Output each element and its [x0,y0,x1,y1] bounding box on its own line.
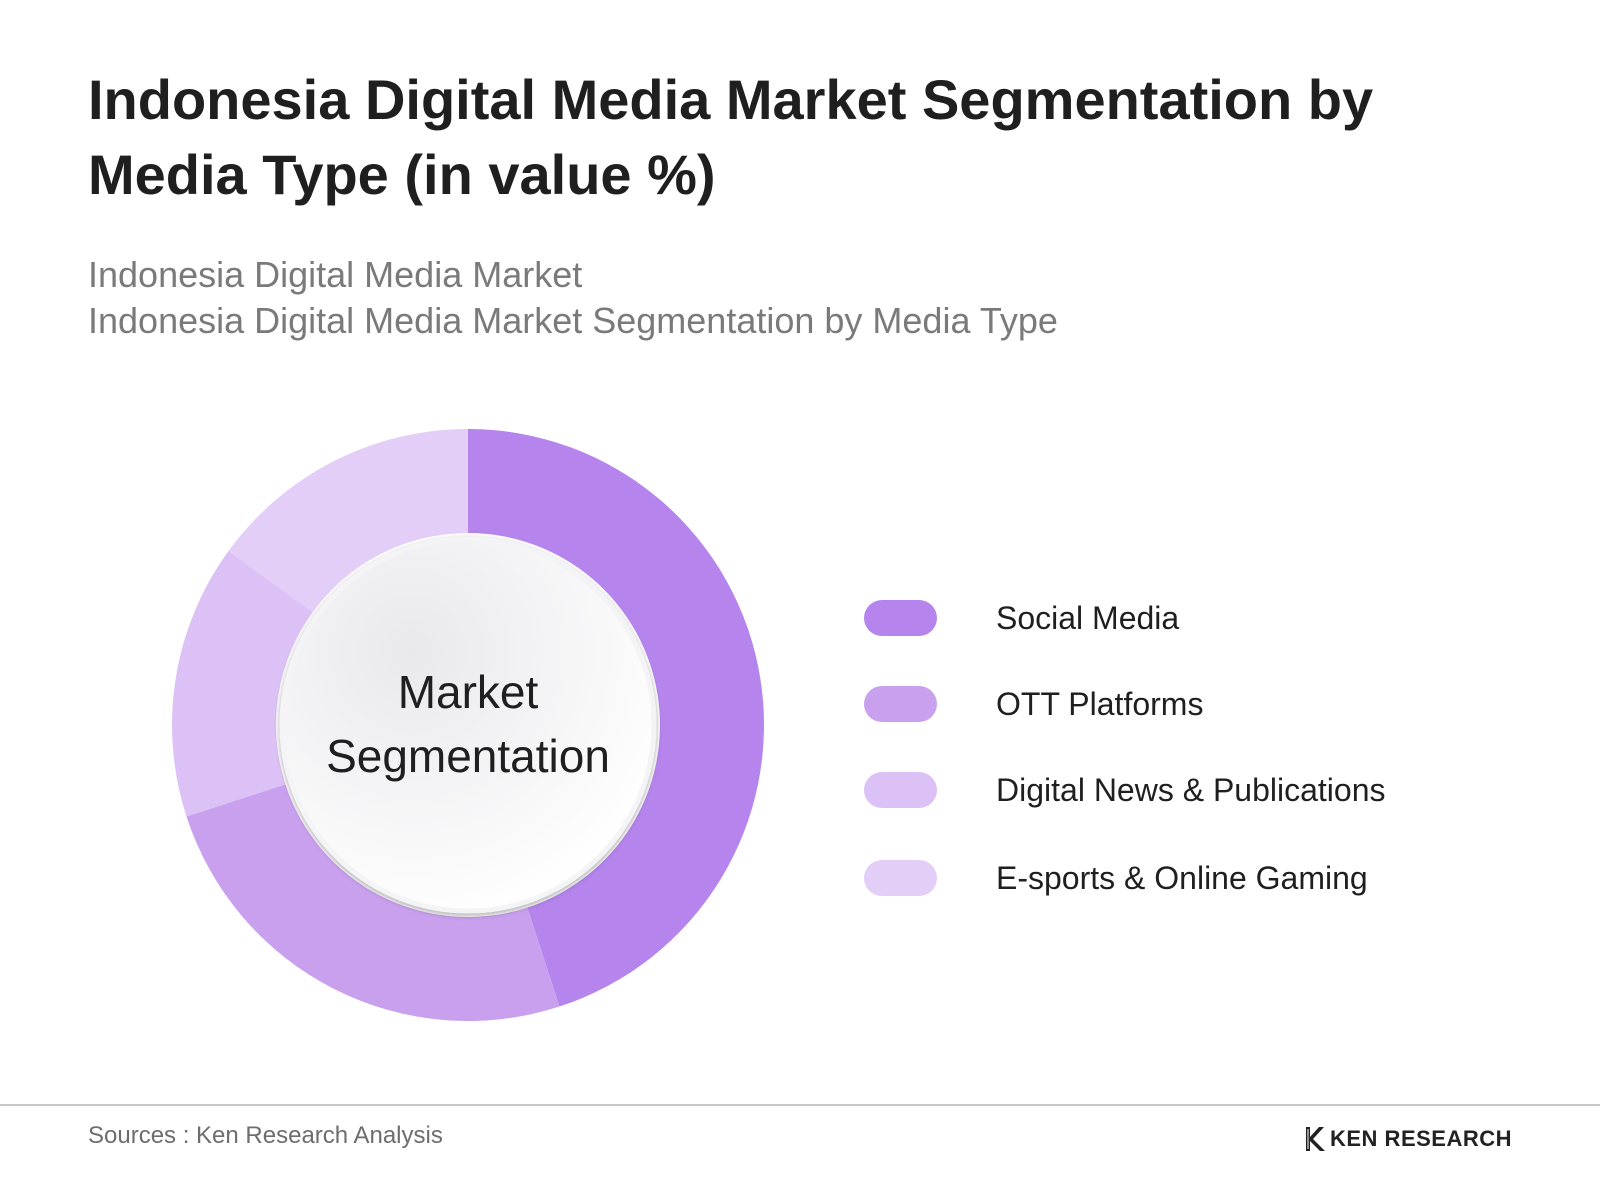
chart-title: Indonesia Digital Media Market Segmentat… [88,68,1374,206]
legend-item: Digital News & Publications [864,770,1564,810]
footer-divider [0,1104,1600,1106]
legend-label: OTT Platforms [996,686,1204,722]
legend-label: Digital News & Publications [996,772,1386,808]
legend-item: E-sports & Online Gaming [864,858,1564,898]
legend-item: Social Media [864,598,1564,638]
source-note: Sources : Ken Research Analysis [88,1122,443,1149]
brand-logo: KEN RESEARCH [1304,1124,1512,1154]
legend-label: E-sports & Online Gaming [996,860,1368,896]
legend-swatch [864,686,937,722]
donut-slice-social-media [468,429,765,1007]
donut-center-label: Market Segmentation [282,660,654,788]
center-label-line-2: Segmentation [326,730,610,782]
legend-swatch [864,600,937,636]
legend-item: OTT Platforms [864,684,1564,724]
ken-research-logo-icon [1306,1127,1325,1151]
legend-label: Social Media [996,600,1180,636]
center-label-line-1: Market [397,666,539,718]
donut-center-disc [279,536,657,914]
legend-swatch [864,772,937,808]
donut-slice-digital-news-publications [172,551,313,817]
donut-slices [172,429,765,1021]
subtitle-line-1: Indonesia Digital Media Market [88,254,583,295]
legend-swatch [864,860,937,896]
donut-slice-ott-platforms [186,784,560,1021]
donut-slice-e-sports-online-gaming [228,429,468,613]
subtitle-line-2: Indonesia Digital Media Market Segmentat… [88,300,1058,341]
brand-name: KEN RESEARCH [1330,1126,1513,1151]
chart-subtitle: Indonesia Digital Media Market Indonesia… [88,252,1488,344]
